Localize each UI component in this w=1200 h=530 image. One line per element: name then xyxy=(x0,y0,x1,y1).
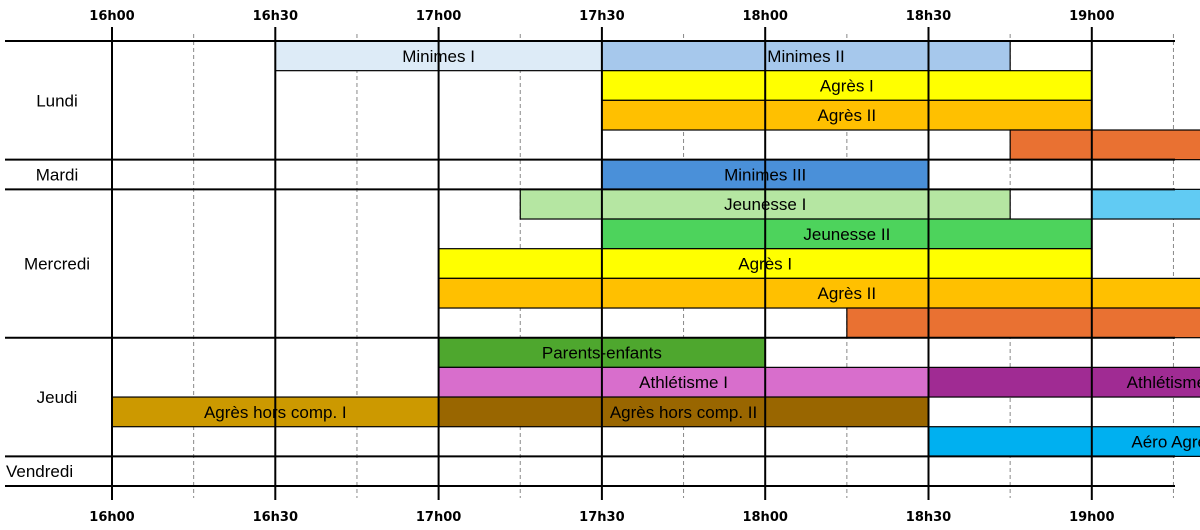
time-tick-label-top: 17h00 xyxy=(416,9,461,24)
event-label: Agrès hors comp. II xyxy=(610,403,757,422)
time-tick-label-top: 19h00 xyxy=(1069,9,1114,24)
event-bar xyxy=(1009,129,1200,161)
event-label: Agrès I xyxy=(820,77,874,96)
day-label: Lundi xyxy=(36,91,78,110)
event-label: Agrès II xyxy=(818,106,877,125)
event-bar xyxy=(438,396,930,428)
day-label: Mardi xyxy=(36,166,79,185)
time-tick-label-bottom: 17h30 xyxy=(579,510,624,525)
event-bar xyxy=(927,366,1200,398)
event-bar xyxy=(846,307,1200,339)
time-tick-label-bottom: 16h30 xyxy=(253,510,298,525)
time-tick-label-bottom: 16h00 xyxy=(89,510,134,525)
event-bar xyxy=(1091,188,1200,220)
time-tick-label-top: 18h00 xyxy=(742,9,787,24)
event-label: Athlétisme II xyxy=(1127,373,1200,392)
event-bar xyxy=(601,40,1011,72)
time-tick-label-top: 18h30 xyxy=(906,9,951,24)
event-label: Aéro Agrès xyxy=(1131,433,1200,452)
event-bar xyxy=(438,366,930,398)
time-tick-label-bottom: 17h00 xyxy=(416,510,461,525)
event-label: Athlétisme I xyxy=(639,373,728,392)
event-bar xyxy=(927,426,1200,457)
day-label: Mercredi xyxy=(24,255,90,274)
time-tick-label-top: 16h00 xyxy=(89,9,134,24)
time-tick-label-top: 17h30 xyxy=(579,9,624,24)
day-label: Jeudi xyxy=(37,388,78,407)
event-label: Jeunesse II xyxy=(803,225,890,244)
event-label: Agrès II xyxy=(818,284,877,303)
event-label: Minimes II xyxy=(767,47,844,66)
time-tick-label-bottom: 19h00 xyxy=(1069,510,1114,525)
time-tick-label-bottom: 18h00 xyxy=(742,510,787,525)
time-tick-label-top: 16h30 xyxy=(253,9,298,24)
day-label: Vendredi xyxy=(6,462,73,481)
time-tick-label-bottom: 18h30 xyxy=(906,510,951,525)
